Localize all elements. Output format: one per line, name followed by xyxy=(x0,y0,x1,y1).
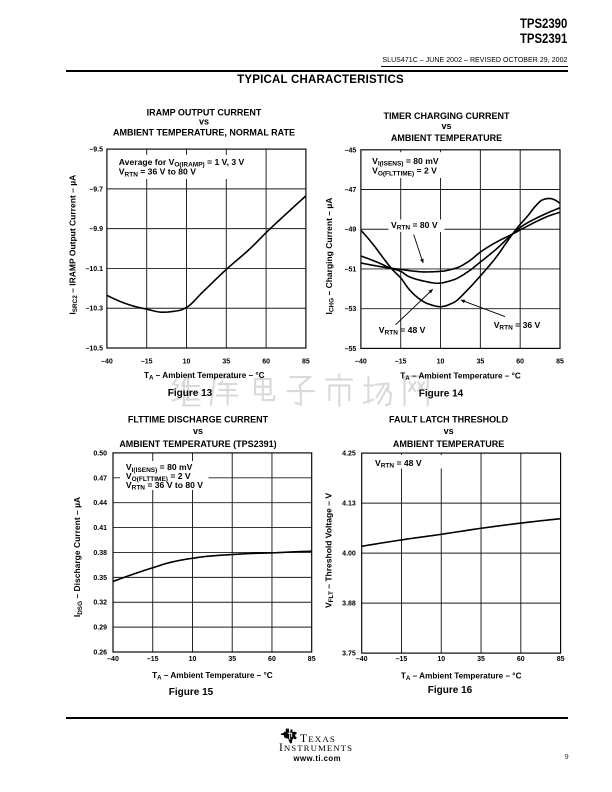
svg-text:Figure 16: Figure 16 xyxy=(428,685,473,696)
svg-text:3.88: 3.88 xyxy=(342,601,356,608)
svg-text:4.13: 4.13 xyxy=(342,501,356,508)
svg-text:–15: –15 xyxy=(141,359,153,366)
svg-text:0.41: 0.41 xyxy=(93,525,107,532)
svg-text:VRTN​ = 80 V: VRTN​ = 80 V xyxy=(391,220,438,232)
svg-text:0.29: 0.29 xyxy=(93,625,107,632)
svg-text:–49: –49 xyxy=(345,227,357,234)
svg-text:10: 10 xyxy=(183,359,191,366)
svg-text:TIMER CHARGING CURRENT: TIMER CHARGING CURRENT xyxy=(384,111,510,121)
svg-text:vs: vs xyxy=(193,426,203,436)
svg-text:0.50: 0.50 xyxy=(93,450,107,457)
svg-text:10: 10 xyxy=(437,359,445,366)
svg-text:35: 35 xyxy=(228,656,236,663)
svg-text:4.25: 4.25 xyxy=(342,451,356,458)
svg-text:TA​ – Ambient Temperature – °C: TA​ – Ambient Temperature – °C xyxy=(401,672,522,683)
svg-text:VRTN​ = 36 V to 80 V: VRTN​ = 36 V to 80 V xyxy=(126,480,203,492)
svg-text:VRTN​ = 36 V to 80 V: VRTN​ = 36 V to 80 V xyxy=(119,167,196,179)
svg-text:ISRC2​ – IRAMP Output Current: ISRC2​ – IRAMP Output Current – µA xyxy=(67,175,79,315)
svg-text:Figure 15: Figure 15 xyxy=(169,687,214,698)
svg-text:AMBIENT TEMPERATURE: AMBIENT TEMPERATURE xyxy=(391,133,502,143)
svg-text:3.75: 3.75 xyxy=(342,651,356,658)
svg-text:IRAMP OUTPUT CURRENT: IRAMP OUTPUT CURRENT xyxy=(147,108,262,118)
svg-text:85: 85 xyxy=(556,359,564,366)
svg-text:85: 85 xyxy=(308,656,316,663)
svg-text:–10.3: –10.3 xyxy=(85,306,103,313)
svg-text:60: 60 xyxy=(516,359,524,366)
svg-text:–9.5: –9.5 xyxy=(89,147,103,154)
svg-text:VFLT​ – Threshold Voltage – V: VFLT​ – Threshold Voltage – V xyxy=(323,493,335,608)
svg-text:Figure 13: Figure 13 xyxy=(168,388,213,399)
svg-text:FLTTIME DISCHARGE CURRENT: FLTTIME DISCHARGE CURRENT xyxy=(128,414,269,424)
svg-text:AMBIENT TEMPERATURE (TPS2391): AMBIENT TEMPERATURE (TPS2391) xyxy=(119,439,276,449)
svg-text:–45: –45 xyxy=(345,147,357,154)
svg-text:10: 10 xyxy=(437,656,445,663)
svg-text:4.00: 4.00 xyxy=(342,551,356,558)
svg-text:35: 35 xyxy=(476,359,484,366)
svg-text:85: 85 xyxy=(557,656,565,663)
svg-text:VRTN​ = 36 V: VRTN​ = 36 V xyxy=(494,320,541,332)
svg-text:VO(FLTTIME)​ = 2 V: VO(FLTTIME)​ = 2 V xyxy=(126,471,191,483)
svg-text:–10.5: –10.5 xyxy=(85,346,103,353)
svg-text:VO(FLTTIME)​ = 2 V: VO(FLTTIME)​ = 2 V xyxy=(372,166,437,178)
svg-text:–15: –15 xyxy=(395,359,407,366)
svg-text:VI(ISENS)​ = 80 mV: VI(ISENS)​ = 80 mV xyxy=(372,156,439,168)
svg-text:0.44: 0.44 xyxy=(93,500,107,507)
svg-text:TA​ – Ambient Temperature – °C: TA​ – Ambient Temperature – °C xyxy=(144,371,265,382)
svg-text:0.26: 0.26 xyxy=(93,650,107,657)
svg-text:0.47: 0.47 xyxy=(93,475,107,482)
svg-text:–40: –40 xyxy=(101,359,113,366)
svg-text:–55: –55 xyxy=(345,346,357,353)
svg-text:–40: –40 xyxy=(107,656,119,663)
svg-text:0.32: 0.32 xyxy=(93,600,107,607)
svg-text:VRTN​ = 48 V: VRTN​ = 48 V xyxy=(379,325,426,337)
svg-text:60: 60 xyxy=(268,656,276,663)
svg-text:85: 85 xyxy=(302,359,310,366)
svg-text:vs: vs xyxy=(441,121,451,131)
svg-text:60: 60 xyxy=(517,656,525,663)
svg-text:10: 10 xyxy=(189,656,197,663)
svg-text:–9.7: –9.7 xyxy=(89,186,103,193)
svg-text:ICHG​ – Charging Current – µA: ICHG​ – Charging Current – µA xyxy=(324,198,336,315)
svg-text:–15: –15 xyxy=(396,656,408,663)
svg-text:–40: –40 xyxy=(355,359,367,366)
svg-text:TA​ – Ambient Temperature – °C: TA​ – Ambient Temperature – °C xyxy=(400,372,521,383)
svg-text:TA​ – Ambient Temperature – °C: TA​ – Ambient Temperature – °C xyxy=(152,671,273,682)
svg-text:VRTN​ = 48 V: VRTN​ = 48 V xyxy=(375,458,422,470)
svg-text:35: 35 xyxy=(477,656,485,663)
svg-text:AMBIENT TEMPERATURE: AMBIENT TEMPERATURE xyxy=(393,439,504,449)
svg-text:–15: –15 xyxy=(147,656,159,663)
svg-text:–10.1: –10.1 xyxy=(85,266,103,273)
svg-text:Figure 14: Figure 14 xyxy=(419,389,464,400)
svg-text:–9.9: –9.9 xyxy=(89,226,103,233)
svg-text:–47: –47 xyxy=(345,187,357,194)
svg-text:vs: vs xyxy=(444,426,454,436)
svg-text:–53: –53 xyxy=(345,306,357,313)
svg-text:FAULT LATCH THRESHOLD: FAULT LATCH THRESHOLD xyxy=(389,414,509,424)
svg-text:0.35: 0.35 xyxy=(93,575,107,582)
svg-text:0.38: 0.38 xyxy=(93,550,107,557)
svg-text:–40: –40 xyxy=(356,656,368,663)
svg-text:35: 35 xyxy=(222,359,230,366)
svg-text:Average for VO(IRAMP)​ = 1 V,: Average for VO(IRAMP)​ = 1 V, 3 V xyxy=(119,157,245,169)
svg-text:IDSG​ – Discharge Current – µA: IDSG​ – Discharge Current – µA xyxy=(72,497,84,617)
svg-text:AMBIENT TEMPERATURE, NORMAL RA: AMBIENT TEMPERATURE, NORMAL RATE xyxy=(113,128,295,138)
svg-text:60: 60 xyxy=(262,359,270,366)
svg-text:vs: vs xyxy=(199,116,209,126)
svg-text:–51: –51 xyxy=(345,266,357,273)
svg-text:VI(ISENS)​ = 80 mV: VI(ISENS)​ = 80 mV xyxy=(126,462,193,474)
